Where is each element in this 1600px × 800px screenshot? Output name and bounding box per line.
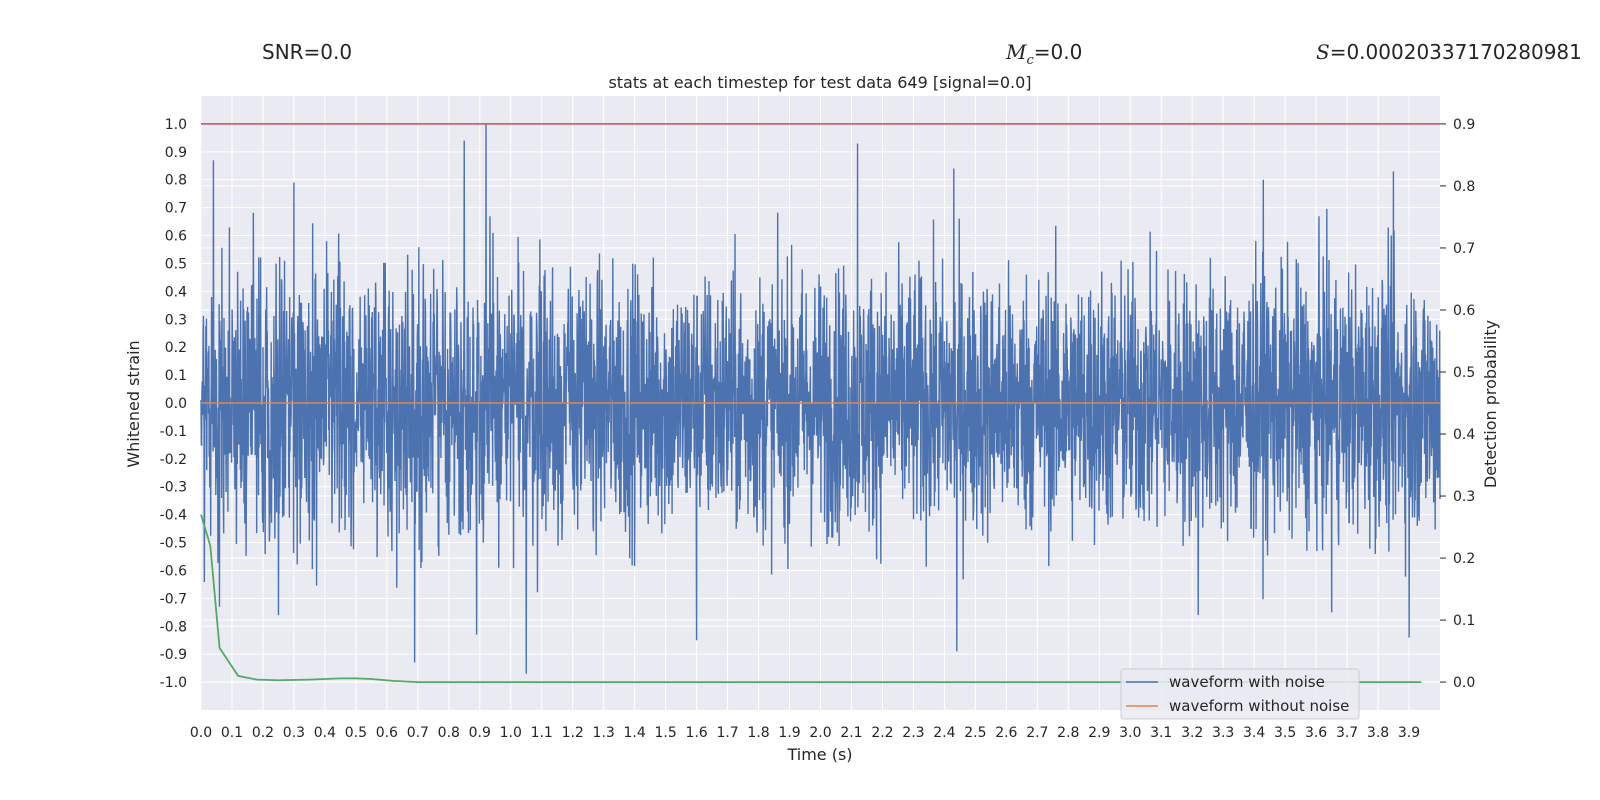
y2-tick-label: 0.2 <box>1453 551 1475 567</box>
y2-tick-label: 0.1 <box>1453 613 1475 629</box>
y2-tick-label: 0.7 <box>1453 241 1475 257</box>
x-tick-label: 2.5 <box>964 725 986 741</box>
x-tick-label: 3.6 <box>1305 725 1327 741</box>
s-statistic-value: =0.00020337170280981 <box>1329 40 1582 64</box>
x-tick-label: 1.8 <box>747 725 769 741</box>
x-tick-label: 1.2 <box>562 725 584 741</box>
s-statistic-symbol: S <box>1316 40 1330 64</box>
series-line-waveform-with-noise <box>200 123 1441 674</box>
x-tick-label: 0.0 <box>190 725 212 741</box>
x-tick-label: 3.2 <box>1181 725 1203 741</box>
y-tick-label: 0.2 <box>165 340 187 356</box>
x-tick-label: 0.9 <box>469 725 491 741</box>
x-tick-label: 0.3 <box>283 725 305 741</box>
chart-title: stats at each timestep for test data 649… <box>608 73 1031 92</box>
y-tick-label: -0.1 <box>160 424 187 440</box>
y2-tick-label: 0.6 <box>1453 303 1475 319</box>
y-tick-label: -1.0 <box>160 675 187 691</box>
grid-vertical <box>200 96 1410 710</box>
x-tick-label: 2.4 <box>933 725 955 741</box>
y-tick-label: 0.1 <box>165 368 187 384</box>
y-tick-label: -0.8 <box>160 619 187 635</box>
x-tick-label: 2.9 <box>1088 725 1110 741</box>
x-tick-label: 3.7 <box>1336 725 1358 741</box>
x-tick-label: 0.7 <box>407 725 429 741</box>
x-tick-label: 3.0 <box>1119 725 1141 741</box>
y-tick-label: 0.6 <box>165 229 187 245</box>
series-line-detection-probability <box>200 514 1422 683</box>
x-tick-label: 2.3 <box>902 725 924 741</box>
x-tick-label: 0.1 <box>221 725 243 741</box>
x-tick-label: 3.1 <box>1150 725 1172 741</box>
y-axis-label: Whitened strain <box>124 340 143 467</box>
x-tick-label: 0.2 <box>252 725 274 741</box>
y-tick-label: 0.8 <box>165 173 187 189</box>
y-tick-label: -0.3 <box>160 480 187 496</box>
x-tick-label: 3.3 <box>1212 725 1234 741</box>
x-tick-label: 1.6 <box>685 725 707 741</box>
x-tick-label: 0.4 <box>314 725 336 741</box>
y-tick-label: 0.7 <box>165 201 187 217</box>
snr-label: SNR=0.0 <box>262 40 353 64</box>
y-tick-label: 0.4 <box>165 284 187 300</box>
y2-ticks: 0.9 0.8 0.7 0.6 0.5 0.4 0.3 0.2 0.1 0.0 <box>1440 117 1475 691</box>
x-tick-label: 0.6 <box>376 725 398 741</box>
y-tick-label: 0.0 <box>165 396 187 412</box>
y-tick-label: 0.3 <box>165 312 187 328</box>
y-tick-label: -0.2 <box>160 452 187 468</box>
x-tick-label: 1.9 <box>778 725 800 741</box>
x-tick-label: 2.6 <box>995 725 1017 741</box>
x-axis-label: Time (s) <box>786 745 852 764</box>
y-tick-label: -0.7 <box>160 591 187 607</box>
chirp-mass-value: =0.0 <box>1033 40 1083 64</box>
x-tick-label: 0.5 <box>345 725 367 741</box>
y2-tick-label: 0.9 <box>1453 117 1475 133</box>
chirp-mass-symbol: M <box>1006 40 1027 64</box>
y2-tick-label: 0.4 <box>1453 427 1475 443</box>
x-tick-label: 2.7 <box>1026 725 1048 741</box>
legend-label-noisy: waveform with noise <box>1169 673 1325 691</box>
x-tick-label: 0.8 <box>438 725 460 741</box>
x-tick-label: 3.8 <box>1367 725 1389 741</box>
y2-tick-label: 0.5 <box>1453 365 1475 381</box>
x-tick-label: 1.1 <box>531 725 553 741</box>
s-statistic-label: S=0.00020337170280981 <box>1316 40 1582 64</box>
x-tick-label: 3.4 <box>1243 725 1265 741</box>
x-tick-label: 3.5 <box>1274 725 1296 741</box>
x-tick-label: 1.0 <box>500 725 522 741</box>
legend-label-clean: waveform without noise <box>1169 697 1349 715</box>
y-tick-label: -0.9 <box>160 647 187 663</box>
x-tick-label: 2.2 <box>871 725 893 741</box>
y2-tick-label: 0.8 <box>1453 179 1475 195</box>
x-tick-label: 1.7 <box>716 725 738 741</box>
x-tick-label: 1.3 <box>593 725 615 741</box>
y-tick-label: -0.6 <box>160 563 187 579</box>
x-ticks: 0.0 0.1 0.2 0.3 0.4 0.5 0.6 0.7 0.8 0.9 1.0 1.1 1.2 1… <box>190 725 1420 741</box>
y-tick-label: -0.4 <box>160 508 187 524</box>
legend: waveform with noise waveform without noi… <box>1120 668 1360 720</box>
x-tick-label: 1.4 <box>624 725 646 741</box>
x-tick-label: 1.5 <box>654 725 676 741</box>
chirp-mass-subscript: c <box>1026 53 1034 68</box>
x-tick-label: 2.8 <box>1057 725 1079 741</box>
y2-tick-label: 0.0 <box>1453 675 1475 691</box>
y-tick-label: 0.5 <box>165 256 187 272</box>
x-tick-label: 3.9 <box>1398 725 1420 741</box>
y-ticks: 1.0 0.9 0.8 0.7 0.6 0.5 0.4 0.3 0.2 0.1 0.0 -0.1 -0.… <box>160 117 187 691</box>
y2-tick-label: 0.3 <box>1453 489 1475 505</box>
x-tick-label: 2.0 <box>809 725 831 741</box>
chirp-mass-label: Mc=0.0 <box>1006 40 1082 68</box>
y-tick-label: -0.5 <box>160 536 187 552</box>
y2-axis-label: Detection probability <box>1481 320 1500 488</box>
series-layer <box>200 123 1441 683</box>
legend-box <box>1120 668 1360 720</box>
y-tick-label: 1.0 <box>165 117 187 133</box>
x-tick-label: 2.1 <box>840 725 862 741</box>
y-tick-label: 0.9 <box>165 145 187 161</box>
